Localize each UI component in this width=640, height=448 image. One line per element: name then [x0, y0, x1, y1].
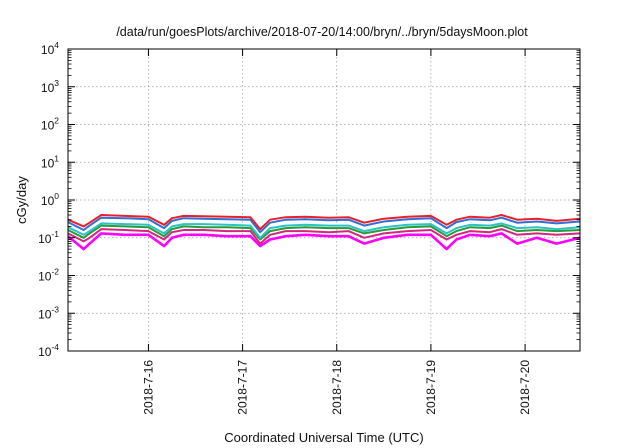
- x-tick-label: 2018-7-16: [141, 360, 155, 415]
- series-layer: [67, 214, 581, 251]
- y-tick-label: 10-1: [38, 229, 59, 246]
- y-axis-label: cGy/day: [14, 176, 29, 224]
- grid: [68, 49, 580, 351]
- y-tick-label: 10-4: [38, 342, 59, 359]
- y-tick-label: 10-3: [38, 304, 59, 321]
- series-line-5: [67, 228, 581, 245]
- plot-frame: [67, 48, 581, 352]
- y-tick-label: 102: [41, 116, 59, 133]
- x-tick-label: 2018-7-19: [424, 360, 438, 415]
- y-tick-label: 10-2: [38, 267, 59, 284]
- y-tick-label: 103: [41, 78, 59, 95]
- series-line-2: [67, 216, 581, 234]
- series-line-6: [67, 232, 581, 251]
- x-tick-label: 2018-7-20: [518, 360, 532, 415]
- series-line-1: [67, 214, 581, 231]
- x-tick-label: 2018-7-17: [236, 360, 250, 415]
- y-tick-label: 101: [41, 153, 59, 170]
- y-tick-label: 104: [41, 40, 59, 57]
- ticks: 10-4 10-3 10-2 10-1 100 101 102 103 104 2018-7-16…: [38, 40, 580, 415]
- chart-title: /data/run/goesPlots/archive/2018-07-20/1…: [116, 25, 528, 39]
- y-tick-label: 100: [41, 191, 59, 208]
- x-axis-label: Coordinated Universal Time (UTC): [224, 430, 423, 445]
- series-line-4: [67, 224, 581, 241]
- x-tick-label: 2018-7-18: [330, 360, 344, 415]
- series-line-3: [67, 222, 581, 239]
